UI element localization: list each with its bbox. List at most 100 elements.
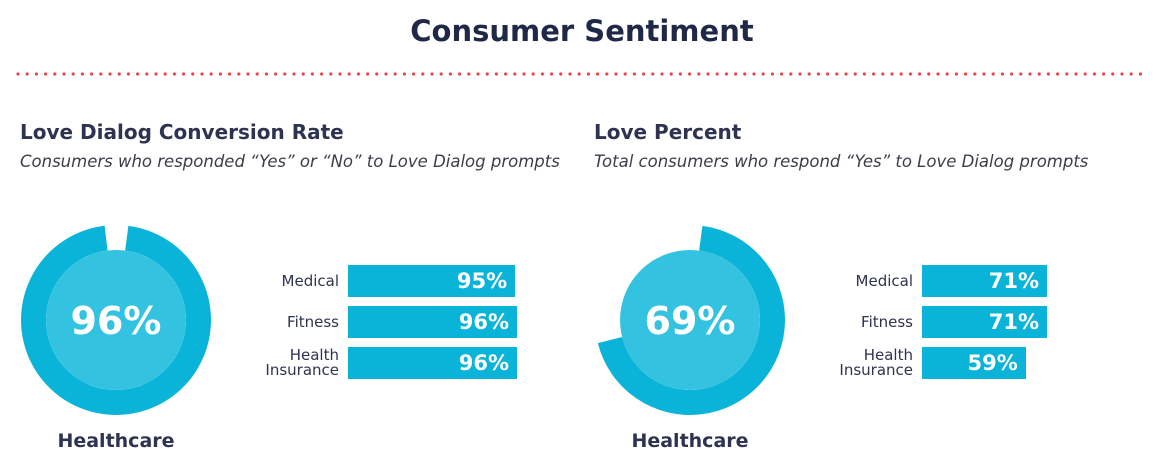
- bar-category-label: Medical: [855, 271, 913, 290]
- panel-title: Love Dialog Conversion Rate: [20, 120, 344, 144]
- bar-category-label: Medical: [281, 271, 339, 290]
- divider-dot: [522, 72, 526, 76]
- divider-dot: [1065, 72, 1069, 76]
- bar: 96%: [348, 347, 517, 379]
- divider-dot: [991, 72, 995, 76]
- dotted-divider: [16, 72, 1142, 76]
- divider-dot: [605, 72, 609, 76]
- divider-dot: [973, 72, 977, 76]
- divider-dot: [688, 72, 692, 76]
- divider-dot: [862, 72, 867, 76]
- divider-dot: [669, 72, 673, 76]
- divider-dot: [1019, 72, 1023, 76]
- bar-value-label: 96%: [458, 310, 509, 334]
- divider-dot: [366, 72, 370, 76]
- divider-dot: [310, 72, 314, 76]
- divider-dot: [559, 72, 563, 76]
- divider-dot: [200, 72, 204, 76]
- divider-dot: [1056, 72, 1060, 76]
- bar-chart: Medical 95% Fitness 96% Health Insurance 96%: [260, 262, 560, 382]
- divider-dot: [126, 72, 130, 76]
- divider-dot: [430, 72, 434, 76]
- love-percent-panel: Love Percent Total consumers who respond…: [594, 118, 1164, 466]
- divider-dot: [826, 72, 830, 76]
- divider-dot: [614, 72, 618, 76]
- divider-dot: [807, 72, 811, 76]
- divider-dot: [835, 72, 839, 76]
- divider-dot: [393, 72, 397, 76]
- donut-value-label: 69%: [645, 299, 736, 343]
- divider-dot: [853, 72, 857, 76]
- divider-dot: [964, 72, 968, 76]
- divider-dot: [770, 72, 775, 76]
- divider-dot: [108, 72, 112, 76]
- bar-category-label: Health Insurance: [265, 346, 339, 379]
- bar: 95%: [348, 265, 516, 297]
- divider-dot: [53, 72, 57, 76]
- divider-dot: [577, 72, 581, 76]
- bar-value-label: 96%: [458, 351, 509, 375]
- bar: 71%: [922, 265, 1047, 297]
- panel-subtitle: Consumers who responded “Yes” or “No” to…: [20, 152, 560, 171]
- divider-dot: [44, 72, 48, 76]
- bar: 59%: [922, 347, 1026, 379]
- bar-row: Medical 71%: [834, 265, 1134, 297]
- divider-dot: [780, 72, 784, 76]
- divider-dot: [458, 72, 462, 76]
- divider-dot: [283, 72, 287, 76]
- divider-dot: [651, 72, 655, 76]
- divider-dot: [908, 72, 913, 76]
- divider-dot: [402, 72, 406, 76]
- divider-dot: [936, 72, 940, 76]
- divider-dot: [347, 72, 351, 76]
- divider-dot: [99, 72, 103, 76]
- bar-row: Health Insurance 59%: [834, 347, 1134, 379]
- divider-dot: [945, 72, 949, 76]
- divider-dot: [338, 72, 342, 76]
- divider-dot: [154, 72, 158, 76]
- bar-chart: Medical 71% Fitness 71% Health Insurance 59%: [834, 262, 1134, 382]
- divider-dot: [1102, 72, 1106, 76]
- divider-dot: [16, 72, 20, 76]
- divider-dot: [62, 72, 66, 76]
- divider-dot: [375, 72, 379, 76]
- page-title: Consumer Sentiment: [410, 14, 754, 48]
- divider-dot: [697, 72, 701, 76]
- divider-dot: [274, 72, 278, 76]
- divider-dot: [1046, 72, 1050, 76]
- divider-dot: [844, 72, 848, 76]
- divider-dot: [71, 72, 75, 76]
- divider-dot: [320, 72, 324, 76]
- divider-dot: [761, 72, 765, 76]
- divider-dot: [246, 72, 250, 76]
- divider-dot: [228, 72, 232, 76]
- divider-dot: [1074, 72, 1078, 76]
- divider-dot: [384, 72, 388, 76]
- divider-dot: [439, 72, 443, 76]
- divider-dot: [568, 72, 572, 76]
- divider-dot: [182, 72, 186, 76]
- divider-dot: [540, 72, 545, 76]
- divider-dot: [642, 72, 646, 76]
- divider-dot: [531, 72, 535, 76]
- divider-dot: [255, 72, 259, 76]
- donut-chart: 96%: [20, 224, 212, 416]
- bar: 71%: [922, 306, 1047, 338]
- divider-dot: [678, 72, 683, 76]
- divider-dot: [1092, 72, 1096, 76]
- divider-dot: [954, 72, 959, 76]
- bar-value-label: 71%: [988, 310, 1039, 334]
- divider-dot: [145, 72, 149, 76]
- donut-svg: 69%: [597, 225, 785, 415]
- divider-dot: [890, 72, 894, 76]
- divider-dot: [412, 72, 416, 76]
- divider-dot: [660, 72, 664, 76]
- divider-dot: [899, 72, 903, 76]
- divider-dot: [752, 72, 756, 76]
- divider-dot: [1138, 72, 1142, 76]
- divider-dot: [191, 72, 195, 76]
- divider-dot: [80, 72, 84, 76]
- divider-dot: [504, 72, 508, 76]
- bar: 96%: [348, 306, 517, 338]
- divider-dot: [881, 72, 885, 76]
